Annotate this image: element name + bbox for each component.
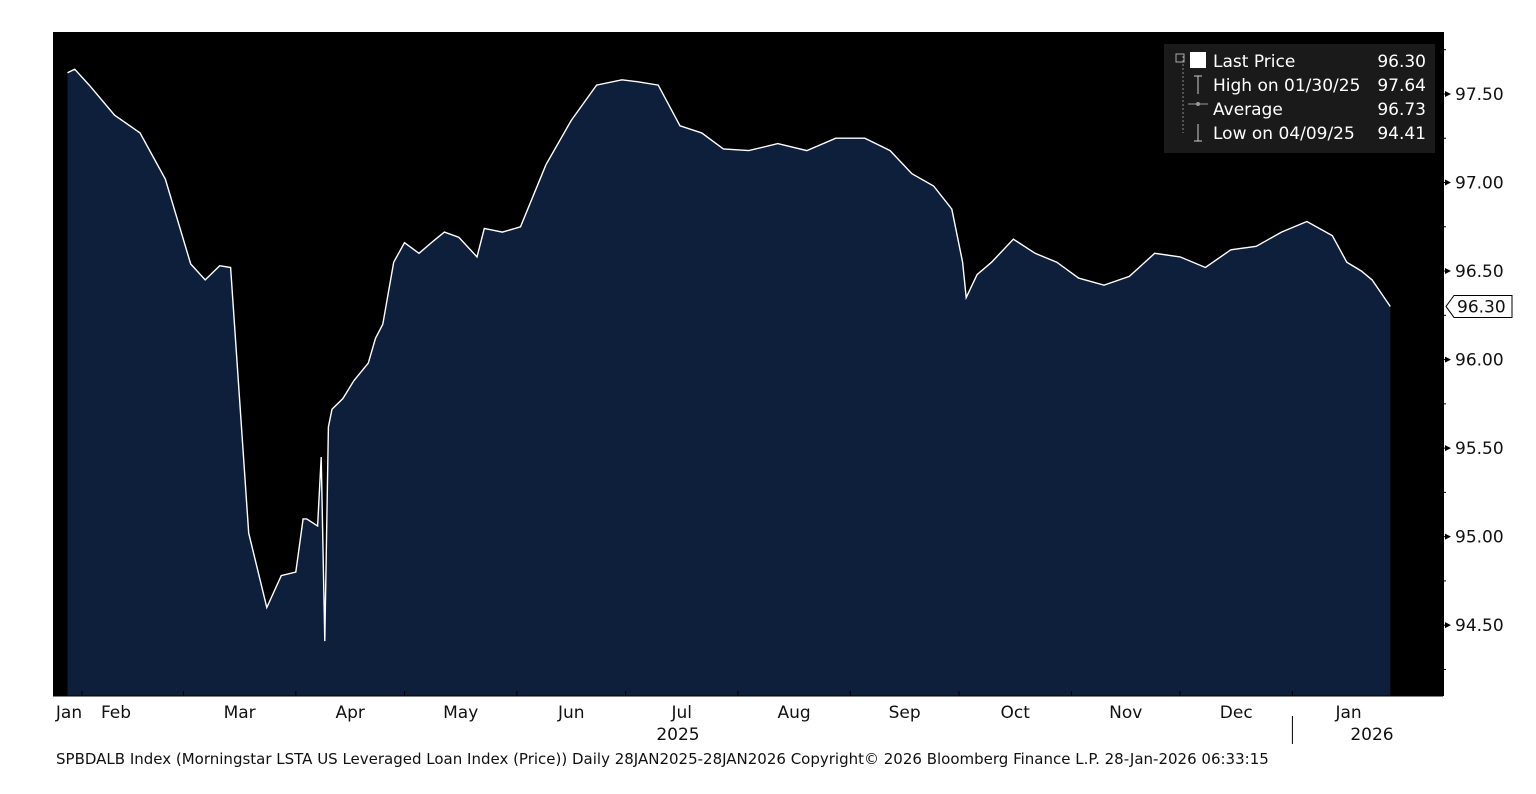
x-month-label: Dec [1220,703,1253,723]
y-tick-marker [1445,179,1451,186]
footer-source-text: SPBDALB Index (Morningstar LSTA US Lever… [56,750,1269,768]
x-month-label: May [443,703,478,723]
x-month-label: Jan [55,703,82,723]
y-tick-label: 94.50 [1455,616,1504,636]
x-year-label: 2025 [656,725,699,745]
x-month-label: Jul [671,703,693,723]
x-month-label: Feb [101,703,131,723]
y-tick-marker [1445,90,1451,97]
x-month-label: Mar [224,703,256,723]
y-tick-label: 96.50 [1455,262,1504,282]
legend-collapse-icon [1175,53,1185,63]
x-month-label: Apr [335,703,364,723]
x-month-label: Jun [557,703,585,723]
y-tick-label: 97.50 [1455,85,1504,105]
legend-value: 96.30 [1377,52,1426,72]
y-tick-marker [1445,622,1451,629]
x-month-label: Oct [1000,703,1030,723]
series-area-fill [67,69,1391,696]
last-price-tag [1445,294,1513,318]
y-tick-marker [1445,268,1451,275]
legend-label: Low on 04/09/25 [1213,124,1355,144]
series-line [67,68,1391,642]
legend-label: Average [1213,100,1283,120]
legend-value: 96.73 [1377,100,1426,120]
legend-label: Last Price [1213,52,1295,72]
y-tick-label: 95.00 [1455,528,1504,548]
legend-box [1164,44,1435,153]
y-tick-label: 97.00 [1455,174,1504,194]
legend-value: 94.41 [1377,124,1426,144]
x-month-label: Jan [1334,703,1361,723]
y-tick-marker [1445,356,1451,363]
average-marker-dot-icon [1196,102,1200,106]
x-year-label: 2026 [1350,725,1393,745]
legend-label: High on 01/30/25 [1213,76,1360,96]
y-tick-marker [1445,533,1451,540]
x-month-label: Sep [889,703,921,723]
y-tick-label: 95.50 [1455,439,1504,459]
last-price-swatch-icon [1190,52,1206,68]
legend-value: 97.64 [1377,76,1426,96]
x-month-label: Nov [1109,703,1142,723]
y-tick-marker [1445,445,1451,452]
x-month-label: Aug [778,703,811,723]
y-tick-label: 96.00 [1455,351,1504,371]
last-price-tag-label: 96.30 [1457,297,1506,317]
